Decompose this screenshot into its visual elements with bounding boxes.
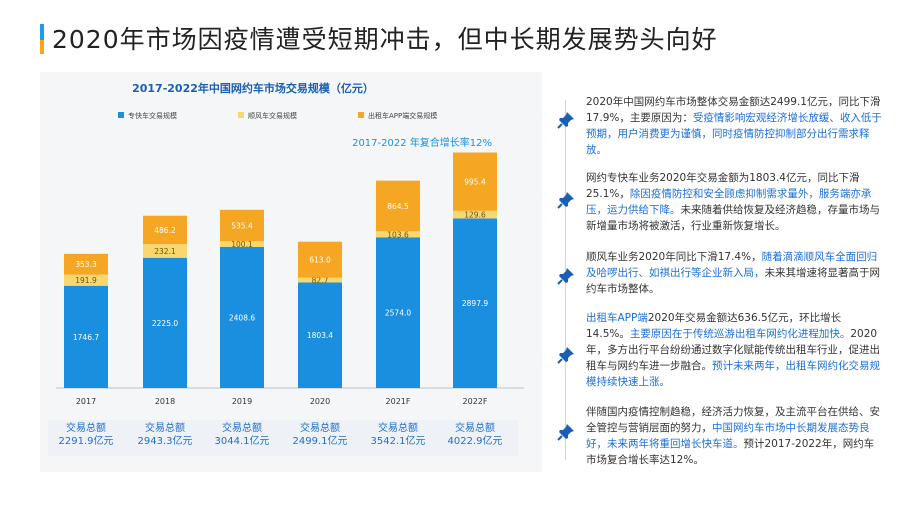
legend-label-1: 顺风车交易规模 [248, 111, 297, 120]
analysis-paragraph-5: 伴随国内疫情控制趋稳，经济活力恢复，及主流平台在供给、安全管控与营销层面的努力，… [586, 404, 882, 468]
data-label-2019-series-0: 2408.6 [229, 314, 255, 323]
legend-label-0: 专快车交易规模 [128, 111, 177, 120]
x-tick-2022F: 2022F [463, 397, 488, 406]
data-label-2021F-series-2: 864.5 [387, 202, 409, 211]
body-text: 2020年交易金额达636.5亿元，环比增长14.5%。 [586, 312, 842, 340]
bar-2020-series-0 [298, 282, 342, 388]
total-label: 交易总额 [145, 423, 185, 434]
pin-icon [556, 110, 576, 130]
bar-2017-series-1 [64, 274, 108, 286]
title-accent-bar [40, 24, 44, 54]
page-title: 2020年市场因疫情遭受短期冲击，但中长期发展势头向好 [52, 25, 718, 54]
data-label-2019-series-2: 535.4 [231, 221, 253, 230]
data-label-2017-series-2: 353.3 [75, 260, 97, 269]
pin-icon [556, 190, 576, 210]
legend-label-2: 出租车APP端交易规模 [368, 111, 437, 120]
bar-2018-series-1 [143, 244, 187, 258]
bar-2022F-series-0 [453, 218, 497, 388]
data-label-2018-series-0: 2225.0 [152, 319, 178, 328]
total-label: 交易总额 [300, 423, 340, 434]
bar-2018-series-2 [143, 215, 187, 245]
total-value: 2499.1亿元 [292, 436, 348, 447]
bar-2021F-series-1 [376, 231, 420, 238]
body-text: 未来随着供给恢复及经济趋稳，存量市场与新增量市场将被激活，行业重新恢复增长。 [586, 204, 880, 232]
total-value: 3044.1亿元 [214, 436, 270, 447]
body-text: 未来其增速将显著高于网约车市场整体。 [586, 267, 880, 295]
highlight-text: 受疫情影响宏观经济增长放缓、收入低于预期，用户消费更为谨慎，同时疫情防控抑制部分… [586, 112, 882, 156]
total-cell-2022F: 交易总额 4022.9亿元 [437, 422, 513, 448]
total-label: 交易总额 [66, 423, 106, 434]
total-value: 4022.9亿元 [447, 436, 503, 447]
bar-2020-series-1 [298, 277, 342, 283]
analysis-paragraph-2: 网约专快车业务2020年交易金额为1803.4亿元，同比下滑25.1%，除因疫情… [586, 170, 882, 234]
total-label: 交易总额 [222, 423, 262, 434]
bar-2017-series-0 [64, 285, 108, 388]
bar-2021F-series-0 [376, 237, 420, 388]
total-cell-2021F: 交易总额 3542.1亿元 [360, 422, 436, 448]
total-value: 2943.3亿元 [137, 436, 193, 447]
highlight-text: 出租车APP端 [586, 312, 648, 324]
cagr-annotation: 2017-2022 年复合增长率12% [352, 136, 492, 149]
body-text: 预计2017-2022年，网约车市场复合增长率达12%。 [586, 438, 875, 466]
bar-2019-series-2 [220, 209, 264, 242]
bar-2021F-series-2 [376, 180, 420, 232]
data-label-2018-series-2: 486.2 [154, 226, 176, 235]
data-label-2020-series-1: 82.7 [312, 276, 329, 285]
analysis-paragraph-4: 出租车APP端2020年交易金额达636.5亿元，环比增长14.5%。主要原因在… [586, 310, 882, 390]
legend-swatch-2 [358, 112, 364, 118]
title-accent-bar-orange [40, 40, 44, 54]
highlight-text: 预计未来两年，出租车网约化交易规模持续快速上涨。 [586, 360, 880, 388]
data-label-2017-series-1: 191.9 [75, 276, 97, 285]
bar-2018-series-0 [143, 257, 187, 388]
analysis-paragraph-1: 2020年中国网约车市场整体交易金额达2499.1亿元，同比下滑17.9%，主要… [586, 94, 882, 158]
highlight-text: 中国网约车市场中长期发展态势良好，未来两年将重回增长快车道。 [586, 422, 870, 450]
x-tick-2019: 2019 [232, 397, 252, 406]
body-text: 2020年，多方出行平台纷纷通过数字化赋能传统出租车行业，促进出租车与网约车进一… [586, 328, 880, 372]
x-tick-2017: 2017 [76, 397, 96, 406]
data-label-2022F-series-0: 2897.9 [462, 299, 488, 308]
legend-swatch-1 [238, 112, 244, 118]
total-cell-2017: 交易总额 2291.9亿元 [48, 422, 124, 448]
bar-2022F-series-2 [453, 152, 497, 211]
total-value: 2291.9亿元 [58, 436, 114, 447]
analysis-paragraph-3: 顺风车业务2020年同比下滑17.4%，随着滴滴顺风车全面回归及哈啰出行、如祺出… [586, 249, 882, 297]
data-label-2018-series-1: 232.1 [154, 247, 176, 256]
chart: 2017-2022年中国网约车市场交易规模（亿元） 专快车交易规模 顺风车交易规模 出… [56, 81, 524, 406]
body-text: 2020年中国网约车市场整体交易金额达2499.1亿元，同比下滑17.9%，主要… [586, 96, 881, 124]
pin-icon [556, 266, 576, 286]
chart-title: 2017-2022年中国网约车市场交易规模（亿元） [132, 81, 374, 95]
total-cell-2020: 交易总额 2499.1亿元 [282, 422, 358, 448]
data-label-2019-series-1: 100.1 [231, 240, 253, 249]
x-tick-2018: 2018 [155, 397, 175, 406]
x-tick-2020: 2020 [310, 397, 330, 406]
data-label-2017-series-0: 1746.7 [73, 333, 99, 342]
highlight-text: 主要原因在于传统巡游出租车网约化进程加快。 [629, 328, 851, 340]
bar-2019-series-0 [220, 247, 264, 388]
total-label: 交易总额 [455, 423, 495, 434]
bar-2019-series-1 [220, 241, 264, 248]
pin-icon [556, 422, 576, 442]
data-label-2021F-series-1: 103.6 [387, 230, 409, 239]
bar-2022F-series-1 [453, 210, 497, 219]
total-label: 交易总额 [378, 423, 418, 434]
body-text: 网约专快车业务2020年交易金额为1803.4亿元，同比下滑25.1%， [586, 172, 860, 200]
data-label-2020-series-2: 613.0 [309, 256, 331, 265]
data-label-2020-series-0: 1803.4 [307, 331, 333, 340]
data-label-2021F-series-0: 2574.0 [385, 309, 411, 318]
data-label-2022F-series-1: 129.6 [464, 211, 486, 220]
total-cell-2019: 交易总额 3044.1亿元 [204, 422, 280, 448]
body-text: 顺风车业务2020年同比下滑17.4%， [586, 251, 762, 263]
data-label-2022F-series-2: 995.4 [464, 178, 486, 187]
x-tick-2021F: 2021F [386, 397, 411, 406]
bar-2020-series-2 [298, 241, 342, 278]
bar-2017-series-2 [64, 253, 108, 275]
pin-icon [556, 345, 576, 365]
highlight-text: 除因疫情防控和安全顾虑抑制需求量外，服务端亦承压，运力供给下降。 [586, 188, 872, 216]
legend-swatch-0 [118, 112, 124, 118]
total-value: 3542.1亿元 [370, 436, 426, 447]
highlight-text: 随着滴滴顺风车全面回归及哈啰出行、如祺出行等企业新入局， [586, 251, 878, 279]
totals-row [48, 420, 518, 456]
total-cell-2018: 交易总额 2943.3亿元 [127, 422, 203, 448]
body-text: 伴随国内疫情控制趋稳，经济活力恢复，及主流平台在供给、安全管控与营销层面的努力， [586, 406, 880, 434]
